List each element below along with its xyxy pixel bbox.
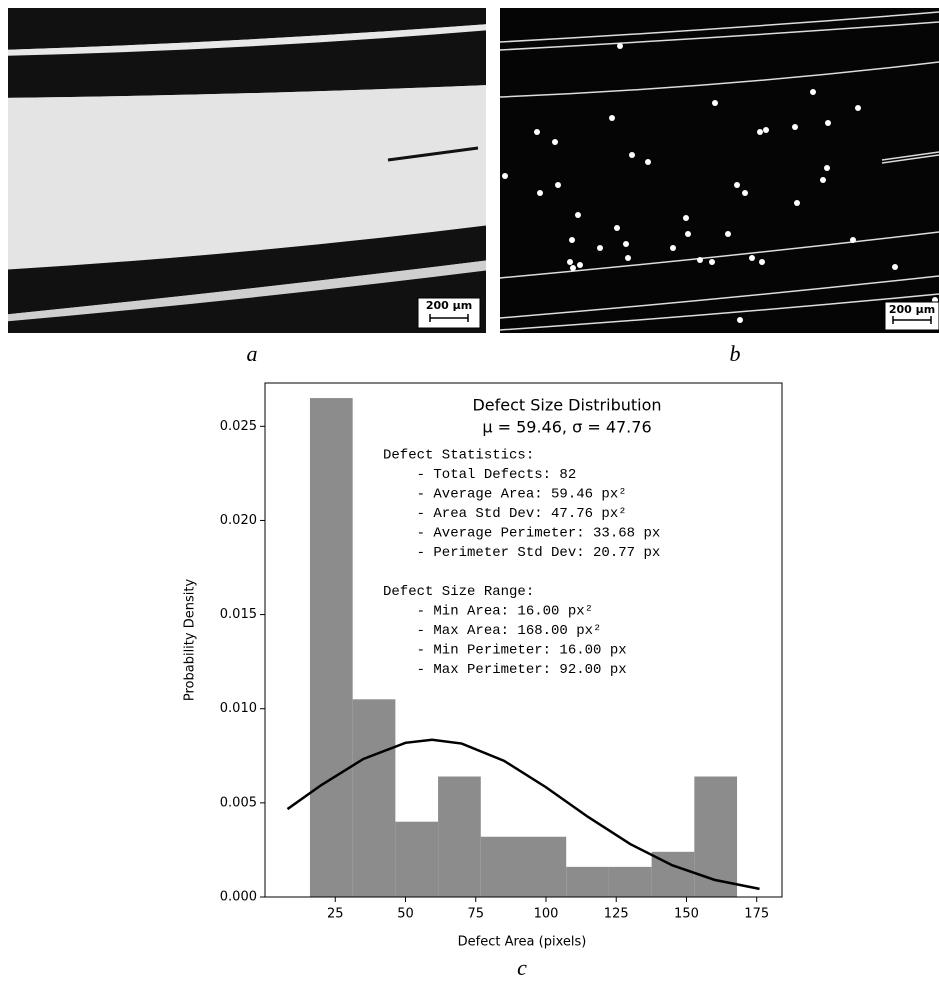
bar [395,821,439,897]
defect-dot [617,43,623,49]
annotation-line: - Max Area: 168.00 px² [383,623,601,639]
annotation-line: Defect Statistics: [383,448,534,464]
bar [566,866,609,897]
defect-dot [502,173,508,179]
density-curve [286,738,760,891]
annotation-line: - Min Area: 16.00 px² [383,604,593,620]
y-tick-label: 0.015 [220,607,257,622]
scale-bar-label: 200 µm [426,299,472,312]
x-tick-label: 25 [327,907,344,922]
y-tick-label: 0.010 [220,701,257,716]
defect-dot [670,245,676,251]
annotation-line: - Max Perimeter: 92.00 px [383,662,627,678]
y-tick-label: 0.005 [220,795,257,810]
bar [438,776,481,897]
micrograph-b: 200 µm [500,8,939,333]
defect-dot [685,231,691,237]
x-tick-label: 175 [744,907,769,922]
panel-label: b [730,341,741,366]
defect-dot [577,262,583,268]
x-tick-label: 75 [467,907,484,922]
defect-dot [712,100,718,106]
defect-dot [575,212,581,218]
defect-dot [892,264,898,270]
scale-bar-label: 200 µm [889,303,935,316]
defect-dot [552,139,558,145]
x-tick-label: 50 [397,907,414,922]
defect-dot [629,152,635,158]
defect-dot [855,105,861,111]
y-tick-label: 0.020 [220,513,257,528]
defect-dot [824,165,830,171]
defect-dot [792,124,798,130]
defect-dot [810,89,816,95]
panel-label: a [247,341,258,366]
defect-dot [614,225,620,231]
defect-dot [742,190,748,196]
x-tick-label: 125 [604,907,629,922]
defect-dot [569,237,575,243]
annotation-line: Defect Size Range: [383,584,534,600]
annotation-line: - Min Perimeter: 16.00 px [383,643,627,659]
y-axis-label: Probability Density [183,579,198,702]
micrograph-a: 200 µm [8,8,486,333]
defect-dot [734,182,740,188]
defect-dot [567,259,573,265]
defect-dot [683,215,689,221]
defect-dot [709,259,715,265]
defect-dot [820,177,826,183]
bar [480,836,524,897]
defect-dot [609,115,615,121]
x-tick-label: 150 [674,907,699,922]
chart-title: Defect Size Distribution [472,396,661,415]
defect-dot [645,159,651,165]
annotation-line: - Area Std Dev: 47.76 px² [383,506,627,522]
defect-dot [759,259,765,265]
x-axis-label: Defect Area (pixels) [458,935,587,950]
defect-dot [794,200,800,206]
plot-frame [264,382,783,898]
defect-dot [850,237,856,243]
annotation-line: - Average Perimeter: 33.68 px [383,526,660,542]
defect-dot [597,245,603,251]
bar [694,776,738,897]
bar [608,866,652,897]
defect-dot [725,231,731,237]
defect-dot [697,257,703,263]
defect-dot [534,129,540,135]
chart-subtitle: μ = 59.46, σ = 47.76 [482,418,651,437]
defect-dot [570,265,576,271]
defect-dot [737,317,743,323]
annotation-line: - Average Area: 59.46 px² [383,487,627,503]
defect-dot [749,255,755,261]
defect-dot [537,190,543,196]
defect-dot [625,255,631,261]
defect-dot [555,182,561,188]
annotation-line: - Total Defects: 82 [383,467,576,483]
panel-label: c [517,955,527,980]
histogram-chart: Defect Size Distribution μ = 59.46, σ = … [183,382,783,950]
bar [309,398,353,897]
y-tick-label: 0.000 [220,890,257,905]
x-tick-label: 100 [534,907,559,922]
defect-dot [825,120,831,126]
bar [523,836,567,897]
y-tick-label: 0.025 [220,419,257,434]
defect-dot [757,129,763,135]
defect-dot [763,127,769,133]
annotation-line: - Perimeter Std Dev: 20.77 px [383,545,660,561]
bar [352,699,396,897]
defect-dot [623,241,629,247]
